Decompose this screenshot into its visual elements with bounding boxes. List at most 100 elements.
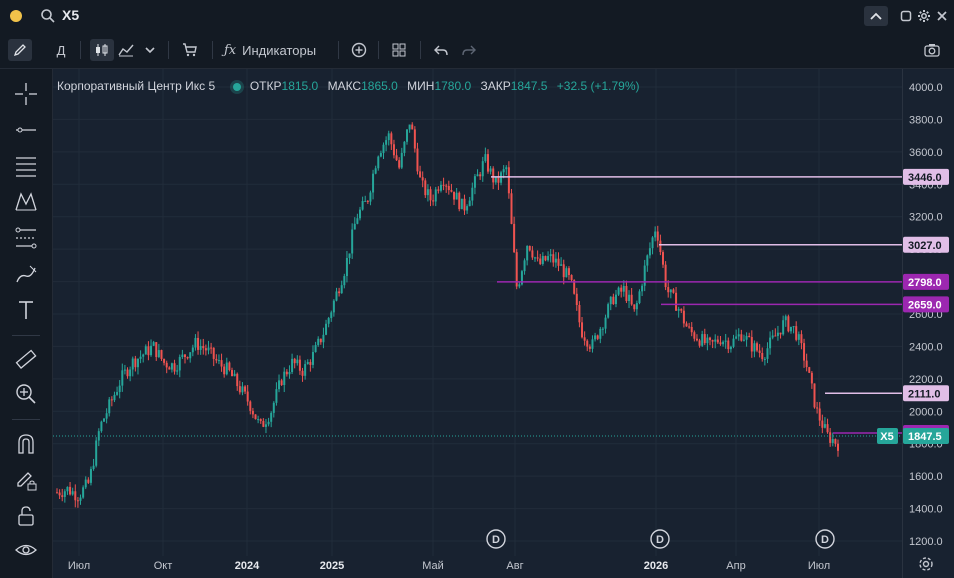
- candle-body: [257, 419, 260, 421]
- chart-pane[interactable]: Июл Окт 2024 2025 Май Авг 2026 Апр Июл X5 D D D: [53, 69, 902, 578]
- close-value: 1847.5: [510, 79, 548, 93]
- unlock-icon[interactable]: [13, 503, 39, 529]
- candle-body: [761, 352, 764, 360]
- candle-body: [573, 280, 576, 294]
- candle-body: [821, 420, 824, 428]
- candle-body: [348, 253, 351, 258]
- candle-body: [468, 200, 471, 207]
- candle-body: [669, 289, 672, 293]
- close-icon[interactable]: [932, 6, 952, 26]
- candle-body: [690, 326, 693, 333]
- time-tick-label: Авг: [506, 560, 523, 572]
- chart-canvas[interactable]: Июл Окт 2024 2025 Май Авг 2026 Апр Июл X5 D D D: [53, 69, 902, 578]
- horizontal-line-icon[interactable]: [13, 117, 39, 143]
- candle-body: [79, 497, 82, 501]
- candle-body: [753, 343, 756, 352]
- price-tick-label: 3200.0: [909, 212, 943, 224]
- undo-icon[interactable]: [430, 39, 452, 61]
- candle-body: [317, 338, 320, 346]
- camera-icon[interactable]: [920, 39, 944, 61]
- symbol-search-value[interactable]: X5: [62, 7, 80, 23]
- candles-icon[interactable]: [90, 39, 114, 61]
- price-tick-label: 3800.0: [909, 114, 943, 126]
- search-icon[interactable]: [40, 8, 56, 29]
- candle-body: [66, 486, 69, 492]
- candle-body: [76, 500, 79, 502]
- candle-body: [779, 332, 782, 335]
- candle-body: [735, 336, 738, 339]
- ruler-icon[interactable]: [13, 347, 39, 373]
- candle-body: [144, 346, 147, 355]
- candle-body: [364, 200, 367, 202]
- pattern-xabcd-icon[interactable]: [13, 189, 39, 215]
- candle-body: [366, 200, 369, 202]
- candle-body: [254, 414, 257, 420]
- horizontal-ray-lines-icon[interactable]: [13, 153, 39, 179]
- candle-body: [142, 354, 145, 357]
- candle-body: [808, 367, 811, 373]
- eye-icon[interactable]: [13, 537, 39, 563]
- candle-body: [325, 323, 328, 335]
- candle-body: [353, 223, 356, 230]
- candle-body: [782, 320, 785, 335]
- brush-icon[interactable]: [13, 261, 39, 287]
- candle-body: [314, 345, 317, 353]
- indicators-button[interactable]: ƒx Индикаторы: [224, 39, 330, 61]
- price-axis-canvas[interactable]: 4000.03800.03600.03400.03200.03000.02800…: [903, 69, 954, 578]
- cart-icon[interactable]: [178, 39, 202, 61]
- crosshair-icon[interactable]: [13, 81, 39, 107]
- candle-body: [774, 335, 777, 337]
- candle-body: [829, 432, 832, 443]
- candle-body: [249, 401, 252, 411]
- fib-retracement-icon[interactable]: [13, 225, 39, 251]
- candle-body: [429, 189, 432, 201]
- candle-body: [578, 305, 581, 323]
- candle-body: [560, 264, 563, 266]
- candle-body: [453, 191, 456, 200]
- candle-body: [489, 168, 492, 172]
- candle-body: [103, 418, 106, 422]
- candle-body: [95, 440, 98, 466]
- candle-body: [447, 185, 450, 191]
- price-axis[interactable]: 4000.03800.03600.03400.03200.03000.02800…: [902, 69, 954, 578]
- chevron-down-icon[interactable]: [142, 39, 158, 61]
- add-circle-icon[interactable]: [348, 39, 370, 61]
- pencil-icon[interactable]: [8, 39, 32, 61]
- text-tool-icon[interactable]: [13, 297, 39, 323]
- candle-body: [463, 198, 466, 211]
- last-price-badge: [903, 428, 949, 445]
- timeframe-button[interactable]: Д: [56, 42, 66, 58]
- candle-body: [270, 412, 273, 422]
- candle-body: [163, 358, 166, 363]
- collapse-button[interactable]: [864, 6, 888, 26]
- candle-body: [617, 287, 620, 295]
- candle-body: [776, 332, 779, 336]
- candle-body: [244, 386, 247, 392]
- candle-body: [693, 332, 696, 339]
- candle-body: [816, 407, 819, 409]
- magnet-icon[interactable]: [13, 431, 39, 457]
- gear-icon[interactable]: [914, 6, 934, 26]
- candle-body: [831, 439, 834, 443]
- candle-body: [818, 408, 821, 421]
- area-chart-icon[interactable]: [116, 39, 136, 61]
- candle-body: [628, 294, 631, 301]
- window-restore-icon[interactable]: [896, 6, 916, 26]
- axis-settings-gear-icon[interactable]: [918, 556, 936, 574]
- time-tick-label: 2024: [235, 560, 260, 572]
- candle-body: [351, 229, 354, 254]
- candle-body: [251, 410, 254, 415]
- candle-body: [604, 317, 607, 329]
- candle-body: [343, 276, 346, 286]
- redo-icon[interactable]: [458, 39, 480, 61]
- candle-body: [319, 338, 322, 343]
- zoom-in-icon[interactable]: [13, 381, 39, 407]
- price-tick-label: 2200.0: [909, 374, 943, 386]
- lock-drawing-icon[interactable]: [13, 467, 39, 493]
- candle-body: [301, 370, 304, 376]
- candle-body: [635, 303, 638, 310]
- layout-grid-icon[interactable]: [388, 39, 410, 61]
- candle-body: [473, 176, 476, 188]
- candle-body: [186, 357, 189, 359]
- candle-body: [262, 420, 265, 427]
